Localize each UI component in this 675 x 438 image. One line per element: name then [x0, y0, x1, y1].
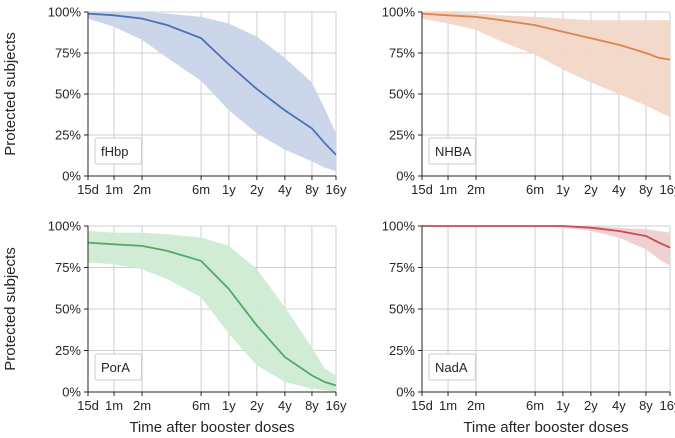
y-tick-label: 75% [389, 260, 415, 275]
y-tick-label: 100% [382, 219, 416, 234]
y-tick-label: 50% [55, 302, 81, 317]
x-tick-label: 8y [305, 398, 319, 413]
panel-label-box [428, 353, 476, 381]
x-tick-label: 2y [584, 398, 598, 413]
x-tick-label: 16y [326, 398, 347, 413]
x-tick-label: 15d [411, 182, 433, 197]
x-tick-label: 1m [105, 398, 123, 413]
x-tick-label: 1y [556, 398, 570, 413]
x-tick-label: 6m [192, 182, 210, 197]
panel-label: NadA [435, 360, 468, 375]
panel-label: NHBA [435, 144, 471, 159]
median-line [87, 12, 337, 156]
x-tick-label: 2m [467, 182, 485, 197]
x-tick-label: 15d [77, 182, 99, 197]
x-tick-label: 1m [439, 182, 457, 197]
x-tick-label: 2y [584, 182, 598, 197]
x-tick-label: 8y [639, 398, 653, 413]
x-tick-label: 16y [660, 398, 675, 413]
median-line [422, 225, 671, 249]
x-axis-title: Time after booster doses [129, 419, 294, 436]
x-tick-label: 2m [467, 398, 485, 413]
panel-label: PorA [101, 360, 130, 375]
y-tick-label: 75% [389, 46, 415, 61]
panel-nada: 15d 1m 2m 6m 1y 2y 4y 8y 16y 0% 25% 50% 75% 100% NadA T… [382, 219, 675, 437]
y-tick-label: 100% [48, 219, 82, 234]
y-tick-label: 25% [55, 343, 81, 358]
y-tick-label: 75% [55, 46, 81, 61]
y-tick-label: 0% [62, 385, 81, 400]
x-tick-label: 6m [526, 182, 544, 197]
median-line [421, 12, 671, 61]
x-tick-label: 2m [133, 182, 151, 197]
x-tick-label: 1m [439, 398, 457, 413]
x-axis-title: Time after booster doses [463, 419, 628, 436]
x-tick-label: 1y [222, 182, 236, 197]
x-tick-label: 15d [77, 398, 99, 413]
y-tick-label: 0% [62, 169, 81, 184]
x-tick-label: 16y [326, 182, 347, 197]
y-tick-label: 25% [389, 343, 415, 358]
y-tick-label: 0% [396, 169, 415, 184]
x-tick-label: 4y [278, 398, 292, 413]
y-tick-label: 0% [396, 385, 415, 400]
x-tick-label: 6m [526, 398, 544, 413]
x-tick-label: 8y [639, 182, 653, 197]
panel-label-box [94, 137, 142, 165]
x-tick-label: 1m [105, 182, 123, 197]
x-tick-label: 16y [660, 182, 675, 197]
x-tick-label: 6m [192, 398, 210, 413]
x-tick-label: 4y [612, 182, 626, 197]
y-tick-label: 25% [389, 128, 415, 143]
x-tick-label: 2y [250, 398, 264, 413]
x-tick-label: 2m [133, 398, 151, 413]
panel-label-box [428, 137, 476, 165]
x-tick-label: 15d [411, 398, 433, 413]
y-tick-label: 75% [55, 260, 81, 275]
x-tick-label: 8y [305, 182, 319, 197]
confidence-band [422, 12, 670, 117]
confidence-band [88, 12, 336, 172]
confidence-band [422, 226, 670, 266]
median-line [87, 241, 337, 387]
y-axis-title: Protected subjects [2, 32, 19, 155]
panel-nhba: 15d 1m 2m 6m 1y 2y 4y 8y 16y 0% 25% 50% 75% 100% NHBA [382, 5, 675, 198]
y-tick-label: 100% [382, 5, 416, 20]
y-tick-label: 100% [48, 5, 82, 20]
y-axis-title: Protected subjects [2, 247, 19, 370]
panel-fhbp: 15d 1m 2m 6m 1y 2y 4y 8y 16y 0% 25% 50% 75% 100% fHbp P… [2, 5, 347, 198]
y-tick-label: 50% [389, 87, 415, 102]
y-tick-label: 25% [55, 128, 81, 143]
y-tick-label: 50% [389, 302, 415, 317]
panel-label-box [94, 353, 142, 381]
panel-pora: 15d 1m 2m 6m 1y 2y 4y 8y 16y 0% 25% 50% 75% 100% PorA P… [2, 219, 347, 437]
x-tick-label: 4y [612, 398, 626, 413]
confidence-band [88, 231, 336, 392]
panel-label: fHbp [101, 144, 128, 159]
x-tick-label: 2y [250, 182, 264, 197]
x-tick-label: 1y [222, 398, 236, 413]
y-tick-label: 50% [55, 87, 81, 102]
x-tick-label: 4y [278, 182, 292, 197]
x-tick-label: 1y [556, 182, 570, 197]
